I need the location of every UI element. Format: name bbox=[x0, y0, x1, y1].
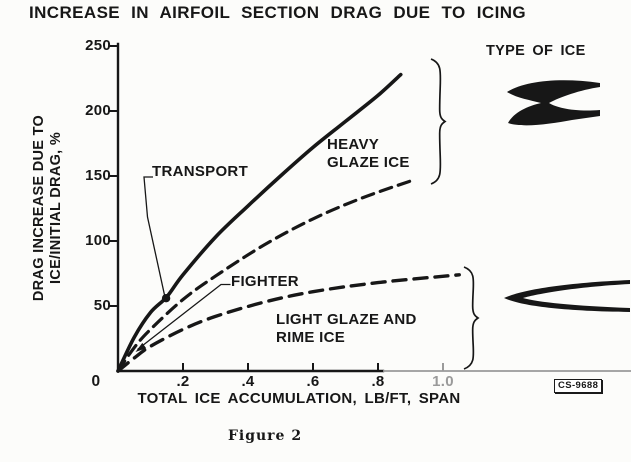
annotation-heavy-glaze-ice: HEAVY GLAZE ICE bbox=[327, 136, 410, 172]
figure-title: INCREASE IN AIRFOIL SECTION DRAG DUE TO … bbox=[29, 3, 526, 22]
light-glaze-rime-ice-shape bbox=[504, 280, 630, 312]
annotation-light-line2: RIME ICE bbox=[276, 329, 346, 346]
figure-caption: Figure 2 bbox=[227, 428, 303, 444]
y-tick-label: 150 bbox=[85, 167, 111, 184]
x-tick-label: .8 bbox=[371, 373, 385, 390]
y-tick-label: 200 bbox=[85, 102, 111, 119]
y-axis-label-line1: DRAG INCREASE DUE TO bbox=[31, 114, 47, 302]
y-tick-label: 50 bbox=[93, 297, 111, 314]
y-tick-label: 100 bbox=[85, 232, 111, 249]
transport-leader-line bbox=[143, 176, 166, 296]
curve-light-glaze-and-rime-ice bbox=[116, 273, 461, 373]
origin-tick-label: 0 bbox=[91, 373, 101, 390]
fighter-leader-line bbox=[137, 283, 231, 351]
curve-fighter-heavy-glaze-ice bbox=[116, 178, 416, 373]
x-axis-label: TOTAL ICE ACCUMULATION, LB/FT, SPAN bbox=[137, 390, 461, 407]
annotation-light-glaze-rime-ice: LIGHT GLAZE AND RIME ICE bbox=[276, 311, 417, 347]
type-of-ice-heading: TYPE OF ICE bbox=[486, 43, 586, 59]
curve-transport-heavy-glaze-ice bbox=[116, 72, 403, 373]
x-tick-label: .4 bbox=[241, 373, 255, 390]
annotation-heavy-line2: GLAZE ICE bbox=[327, 154, 410, 171]
transport-data-point-marker bbox=[161, 294, 171, 303]
y-axis-label-line2: ICE/INITIAL DRAG, % bbox=[48, 131, 64, 285]
annotation-transport: TRANSPORT bbox=[152, 163, 249, 180]
heavy-glaze-ice-shape bbox=[507, 80, 600, 126]
fighter-leader-arrowhead bbox=[135, 342, 147, 352]
annotation-fighter: FIGHTER bbox=[231, 273, 299, 290]
y-tick-label: 250 bbox=[85, 37, 111, 54]
x-tick-label: 1.0 bbox=[432, 373, 454, 390]
annotation-heavy-line1: HEAVY bbox=[327, 136, 380, 153]
x-tick-label: .6 bbox=[306, 373, 320, 390]
x-tick-label: .2 bbox=[176, 373, 190, 390]
light-glaze-brace bbox=[463, 266, 480, 370]
y-axis-label: DRAG INCREASE DUE TO ICE/INITIAL DRAG, % bbox=[31, 76, 65, 340]
heavy-glaze-brace bbox=[430, 58, 447, 185]
code-stamp: CS-9688 bbox=[554, 379, 603, 393]
annotation-light-line1: LIGHT GLAZE AND bbox=[276, 311, 417, 328]
